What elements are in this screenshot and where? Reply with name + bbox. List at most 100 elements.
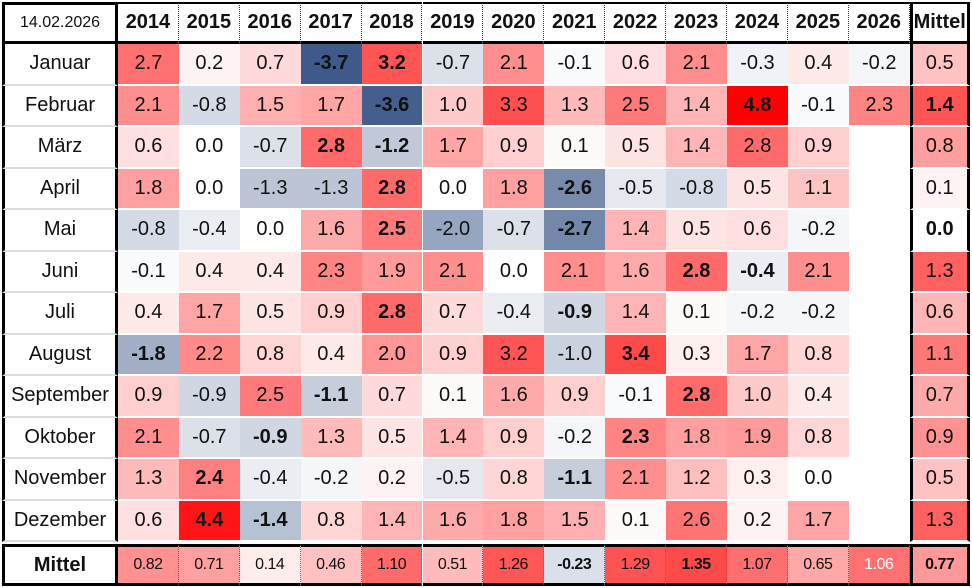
heatmap-cell: -0.3 — [727, 44, 788, 86]
column-header-2026: 2026 — [848, 2, 910, 44]
row-label-juli: Juli — [2, 293, 118, 335]
heatmap-cell: 3.4 — [605, 334, 667, 376]
heatmap-cell — [848, 417, 910, 459]
row-label-februar: Februar — [2, 85, 118, 127]
column-header-2021: 2021 — [544, 2, 606, 44]
mean-cell: 0.82 — [118, 544, 179, 586]
heatmap-cell: -1.0 — [544, 334, 606, 376]
heatmap-cell: -0.2 — [787, 293, 849, 335]
column-header-2020: 2020 — [483, 2, 545, 44]
heatmap-cell: 0.6 — [727, 210, 788, 252]
row-label-dezember: Dezember — [2, 500, 118, 542]
heatmap-cell: 2.5 — [361, 210, 423, 252]
heatmap-cell: 2.8 — [666, 251, 727, 293]
row-label-april: April — [2, 168, 118, 210]
heatmap-cell: 0.7 — [361, 376, 423, 418]
heatmap-cell: 2.4 — [178, 459, 240, 501]
column-header-2025: 2025 — [787, 2, 849, 44]
heatmap-cell: 3.3 — [483, 85, 545, 127]
heatmap-cell: -2.6 — [544, 168, 606, 210]
heatmap-cell — [848, 459, 910, 501]
mean-cell: 0.46 — [300, 544, 362, 586]
heatmap-cell: 0.5 — [909, 459, 970, 501]
heatmap-cell: -0.5 — [605, 168, 667, 210]
heatmap-cell: 0.4 — [787, 44, 849, 86]
mean-cell: 1.07 — [727, 544, 788, 586]
heatmap-cell: 0.4 — [239, 251, 301, 293]
heatmap-cell: -0.4 — [178, 210, 240, 252]
row-label-november: November — [2, 459, 118, 501]
heatmap-cell: 2.1 — [118, 85, 179, 127]
heatmap-cell: -0.8 — [666, 168, 727, 210]
heatmap-cell: 1.7 — [300, 85, 362, 127]
heatmap-cell: 1.5 — [239, 85, 301, 127]
row-label-januar: Januar — [2, 44, 118, 86]
column-header-2024: 2024 — [727, 2, 788, 44]
heatmap-cell: 0.0 — [178, 168, 240, 210]
heatmap-cell: -0.2 — [848, 44, 910, 86]
heatmap-cell: 2.1 — [544, 251, 606, 293]
column-header-mittel: Mittel — [909, 2, 970, 44]
heatmap-cell: 2.8 — [300, 127, 362, 169]
heatmap-cell: 0.9 — [544, 376, 606, 418]
heatmap-cell: 0.5 — [727, 168, 788, 210]
mean-cell: -0.23 — [544, 544, 606, 586]
heatmap-cell: 2.8 — [361, 168, 423, 210]
heatmap-cell: -0.1 — [787, 85, 849, 127]
heatmap-cell: 1.7 — [178, 293, 240, 335]
heatmap-cell: 0.7 — [422, 293, 484, 335]
heatmap-cell: -0.4 — [727, 251, 788, 293]
heatmap-cell: 0.9 — [909, 417, 970, 459]
heatmap-cell: -0.4 — [483, 293, 545, 335]
mean-cell: 1.29 — [605, 544, 667, 586]
heatmap-cell: -1.2 — [361, 127, 423, 169]
heatmap-cell: 0.1 — [422, 376, 484, 418]
heatmap-cell: 2.1 — [666, 44, 727, 86]
heatmap-cell: 2.8 — [666, 376, 727, 418]
heatmap-cell: 0.7 — [239, 44, 301, 86]
heatmap-cell: -1.1 — [544, 459, 606, 501]
heatmap-cell: 1.3 — [909, 500, 970, 542]
heatmap-cell: 1.9 — [361, 251, 423, 293]
heatmap-cell: -0.9 — [239, 417, 301, 459]
heatmap-cell: 2.1 — [483, 44, 545, 86]
heatmap-cell: 3.2 — [483, 334, 545, 376]
heatmap-cell: 0.5 — [239, 293, 301, 335]
heatmap-cell: 1.7 — [727, 334, 788, 376]
heatmap-cell: 0.2 — [727, 500, 788, 542]
heatmap-cell: 0.9 — [422, 334, 484, 376]
heatmap-cell: -0.4 — [239, 459, 301, 501]
heatmap-cell: 2.1 — [118, 417, 179, 459]
heatmap-cell: 0.3 — [666, 334, 727, 376]
heatmap-cell: -0.2 — [300, 459, 362, 501]
heatmap-cell — [848, 500, 910, 542]
column-header-2015: 2015 — [178, 2, 240, 44]
heatmap-cell: 0.1 — [909, 168, 970, 210]
heatmap-cell — [848, 210, 910, 252]
row-label-oktober: Oktober — [2, 417, 118, 459]
heatmap-cell: 1.3 — [544, 85, 606, 127]
heatmap-cell: 1.6 — [605, 251, 667, 293]
heatmap-cell: -0.2 — [727, 293, 788, 335]
heatmap-cell — [848, 376, 910, 418]
heatmap-cell: 2.8 — [727, 127, 788, 169]
mean-cell: 0.77 — [909, 544, 970, 586]
heatmap-cell: 1.1 — [787, 168, 849, 210]
heatmap-cell: 1.4 — [909, 85, 970, 127]
heatmap-cell: -0.5 — [422, 459, 484, 501]
heatmap-cell: -0.7 — [422, 44, 484, 86]
heatmap-cell: 1.6 — [422, 500, 484, 542]
heatmap-cell: -3.7 — [300, 44, 362, 86]
heatmap-cell: -0.8 — [178, 85, 240, 127]
heatmap-cell: 1.8 — [483, 500, 545, 542]
heatmap-cell: 0.9 — [787, 127, 849, 169]
heatmap-cell: -0.7 — [483, 210, 545, 252]
heatmap-cell: 2.5 — [239, 376, 301, 418]
row-label-august: August — [2, 334, 118, 376]
heatmap-cell: 2.1 — [787, 251, 849, 293]
heatmap-cell: -0.8 — [118, 210, 179, 252]
heatmap-cell: -3.6 — [361, 85, 423, 127]
row-label-september: September — [2, 376, 118, 418]
heatmap-cell: 0.8 — [239, 334, 301, 376]
heatmap-cell — [848, 334, 910, 376]
